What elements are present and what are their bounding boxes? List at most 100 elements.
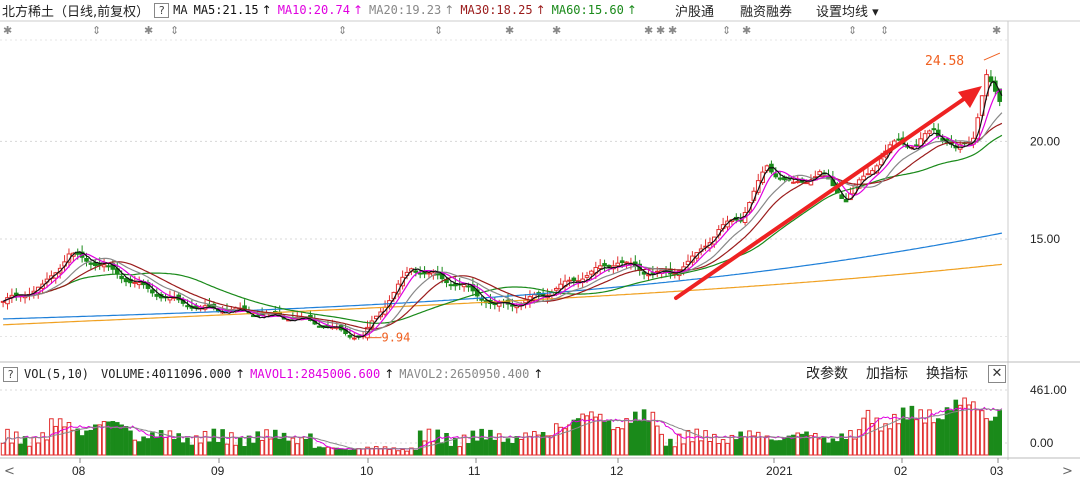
scroll-right-icon[interactable]: > [1062,464,1073,479]
volume-bar [918,409,923,456]
ma60-line [2,134,1003,324]
event-tick-icon[interactable]: ⇕ [722,24,732,37]
volume-bar [685,429,691,456]
volume-bar [808,435,814,456]
volume-bar [106,421,111,456]
volume-bar [720,439,726,456]
volume-bar [909,405,915,456]
volume-bar [496,433,502,456]
date-tick-label: 09 [211,464,225,478]
volume-bar [101,421,107,456]
event-tick-icon[interactable]: ⇕ [170,24,180,37]
event-tick-icon[interactable]: ⇕ [434,24,444,37]
volume-bar [316,446,322,456]
candle [558,283,563,290]
event-tick-icon[interactable]: ⇕ [92,24,102,37]
volume-bar [935,418,941,456]
candle [931,128,937,131]
volume-bar [896,423,902,456]
volume-bar [176,433,182,456]
volume-bar [646,421,651,456]
event-star-icon[interactable]: ✱ [3,24,13,37]
volume-bar [211,428,217,456]
volume-bar [378,448,383,456]
volume-bar [505,438,511,456]
candle [795,181,801,184]
volume-bar [993,416,998,456]
date-tick-label: 03 [990,464,1004,478]
candle [461,284,467,288]
volume-bar [233,444,239,456]
volume-bar [53,425,59,456]
volume-bar [312,447,318,456]
candle [448,284,454,287]
volume-bar [321,447,326,456]
volume-bar [654,425,660,456]
event-star-icon[interactable]: ✱ [656,24,666,37]
candle [106,265,111,268]
volume-bar [694,428,700,456]
volume-bar [672,446,678,456]
volume-bar [154,436,160,456]
event-star-icon[interactable]: ✱ [992,24,1002,37]
switch-indicator-button[interactable]: 换指标 [926,366,968,382]
date-tick-label: 12 [610,464,624,478]
volume-bar [558,426,563,456]
volume-bar [562,428,568,456]
edit-params-button[interactable]: 改参数 [806,366,848,382]
event-tick-icon[interactable]: ⇕ [338,24,348,37]
volume-bar [892,413,897,456]
volume-bar [264,429,269,456]
date-tick-label: 11 [468,464,481,478]
volume-bar [764,435,770,456]
candle [316,325,322,328]
candle [839,194,844,200]
stock-title: 北方稀土（日线,前复权） [2,4,150,20]
event-star-icon[interactable]: ✱ [742,24,752,37]
candle [817,171,823,176]
volume-help-icon[interactable]: ? [3,366,18,382]
candle [865,173,871,176]
volume-bar [325,446,331,456]
event-tick-icon[interactable]: ⇕ [880,24,890,37]
volume-bar [422,440,427,456]
help-icon[interactable]: ? [154,2,170,18]
volume-bar [848,430,853,456]
volume-bar [18,443,23,456]
volume-tick-label: 461.00 [1030,383,1067,397]
add-indicator-button[interactable]: 加指标 [866,366,908,382]
link-hk-connect[interactable]: 沪股通 [674,4,714,20]
ma-values: MA5:21.15 ↑ MA10:20.74 ↑ MA20:19.23 ↑ MA30:18.… [194,3,643,18]
ma30-line [2,122,1003,330]
link-ma-settings[interactable]: 设置均线 ▾ [815,4,879,20]
close-icon[interactable]: ✕ [988,365,1006,383]
event-star-icon[interactable]: ✱ [668,24,678,37]
ma-value-1: MA10:20.74 [277,2,350,17]
arrow-up-icon: ↑ [626,2,637,17]
event-tick-icon[interactable]: ⇕ [848,24,858,37]
volume-bar [733,439,739,456]
volume-bar [303,438,309,456]
volume-bar [870,423,875,456]
candle [413,270,419,273]
link-margin-trading[interactable]: 融资融券 [739,4,792,20]
volume-bar [31,436,37,456]
ma20-line [2,112,1003,333]
chart-header: 北方稀土（日线,前复权） ? MA MA5:21.15 ↑ MA10:20.74 ↑ M… [0,0,1080,20]
candle [567,279,572,282]
candle [553,287,559,291]
event-star-icon[interactable]: ✱ [144,24,154,37]
volume-bar [382,446,388,456]
volume-bar [703,430,708,456]
candle [154,294,160,297]
scroll-left-icon[interactable]: < [4,464,15,479]
volume-bar [707,441,713,456]
event-star-icon[interactable]: ✱ [505,24,515,37]
volume-bar [659,433,664,456]
date-axis: < 08 09 10 11 12 2021 02 03 > [0,460,1080,486]
arrow-up-icon: ↑ [261,2,272,17]
vol-label: VOL(5,10) [24,367,90,381]
event-star-icon[interactable]: ✱ [552,24,562,37]
event-star-icon[interactable]: ✱ [644,24,654,37]
